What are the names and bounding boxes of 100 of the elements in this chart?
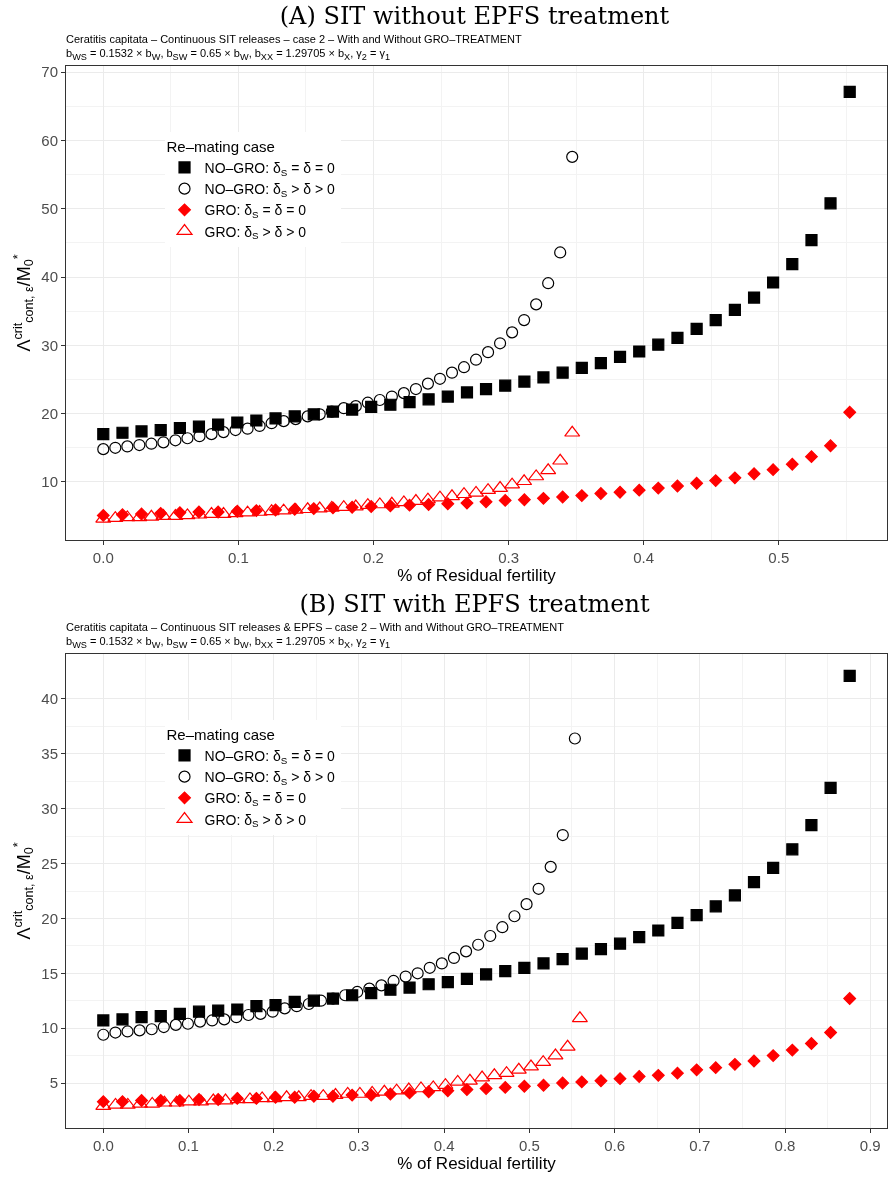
point — [671, 331, 684, 344]
point — [253, 419, 266, 433]
point — [403, 395, 416, 409]
point — [690, 476, 704, 490]
point — [217, 1093, 234, 1105]
point — [843, 85, 856, 99]
point — [433, 372, 447, 385]
point — [517, 493, 531, 507]
point — [278, 1002, 291, 1015]
point — [364, 1085, 381, 1097]
point — [173, 1007, 186, 1020]
point — [481, 346, 495, 359]
point — [747, 876, 761, 889]
point — [498, 493, 512, 507]
legend-label: NO–GRO: δ$_{S}$ = δ = 0 — [204, 159, 336, 178]
point — [400, 1082, 417, 1094]
point — [192, 1005, 206, 1018]
point — [121, 440, 134, 453]
point — [441, 975, 454, 989]
x-tick-label: 0.5 — [518, 1137, 540, 1154]
point — [472, 938, 485, 951]
point — [97, 1028, 110, 1041]
point — [290, 1090, 307, 1102]
x-tick-label: 0.8 — [774, 1137, 796, 1154]
point — [824, 197, 837, 210]
point — [824, 1026, 838, 1039]
point — [556, 490, 570, 504]
point — [173, 421, 186, 435]
point — [556, 1076, 570, 1090]
point — [119, 510, 136, 522]
point — [506, 326, 519, 339]
point — [154, 423, 167, 437]
x-tick-label: 0.2 — [263, 1137, 285, 1154]
point — [843, 405, 857, 419]
point — [575, 947, 588, 960]
point — [709, 474, 723, 488]
point — [460, 1083, 474, 1097]
point — [277, 415, 290, 428]
y-tick-label: 10 — [41, 1019, 58, 1037]
x-tick-label: 0.3 — [348, 1137, 370, 1154]
point — [518, 961, 531, 974]
point — [168, 1095, 185, 1107]
point — [747, 467, 761, 481]
point — [145, 437, 158, 450]
point — [266, 1005, 279, 1018]
point — [181, 1017, 195, 1030]
point — [556, 828, 569, 842]
point — [484, 929, 497, 943]
point — [180, 1094, 197, 1106]
y-tick-label: 30 — [41, 336, 58, 354]
point — [568, 732, 581, 745]
x-tick-label: 0.4 — [633, 549, 655, 566]
point — [613, 485, 627, 499]
point — [530, 298, 543, 311]
point — [728, 303, 741, 316]
point — [508, 910, 521, 923]
point — [133, 438, 146, 452]
point — [479, 1082, 493, 1095]
point — [193, 1015, 207, 1028]
point — [403, 981, 416, 994]
point — [206, 1014, 219, 1027]
point — [212, 1004, 225, 1017]
point — [156, 1095, 173, 1107]
point — [632, 1069, 646, 1083]
x-tick-label: 0.6 — [604, 1137, 626, 1154]
legend-label: GRO: δ$_{S}$ > δ > 0 — [204, 223, 307, 242]
point — [479, 495, 493, 509]
point — [709, 313, 722, 327]
y-tick-label: 40 — [41, 268, 58, 286]
point — [302, 997, 315, 1011]
y-tick-label: 70 — [41, 63, 58, 81]
point — [528, 469, 545, 481]
point — [133, 1024, 146, 1037]
chart-title: (B) SIT with EPFS treatment — [298, 589, 651, 620]
point — [544, 860, 557, 873]
point — [445, 366, 459, 379]
x-tick-label: 0.2 — [363, 549, 384, 566]
point — [520, 898, 533, 911]
point — [564, 425, 581, 437]
point — [212, 418, 225, 431]
point — [613, 1072, 627, 1086]
legend-title: Re–mating case — [166, 725, 275, 743]
x-tick-label: 0.3 — [498, 549, 520, 566]
y-tick-label: 25 — [41, 854, 58, 872]
point — [651, 481, 665, 495]
point — [651, 1068, 665, 1082]
point — [594, 943, 608, 956]
point — [397, 387, 410, 400]
point — [229, 423, 242, 437]
point — [804, 1037, 818, 1050]
x-tick-label: 0.1 — [227, 549, 249, 566]
chart-title: (A) SIT without EPFS treatment — [278, 1, 671, 32]
point — [547, 1048, 564, 1060]
point — [265, 417, 278, 430]
legend-label: NO–GRO: δ$_{S}$ = δ = 0 — [204, 747, 336, 766]
x-axis-title: % of Residual fertility — [397, 1154, 557, 1174]
point — [157, 436, 170, 449]
point — [205, 1093, 222, 1105]
point — [435, 957, 448, 970]
point — [361, 396, 374, 409]
